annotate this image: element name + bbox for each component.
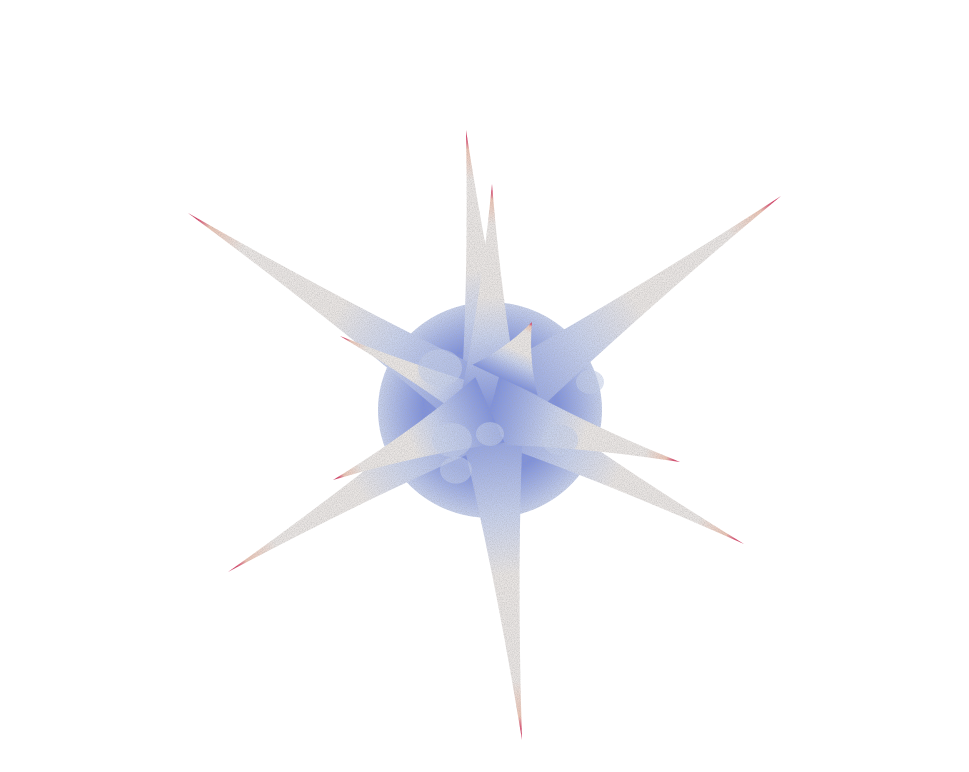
spike-bottom (456, 406, 524, 740)
core-bump (440, 456, 472, 484)
core-bump (418, 349, 462, 387)
core-bump (542, 424, 578, 456)
spike-front-right (480, 375, 680, 462)
core-bump (432, 423, 472, 457)
core-bump (476, 422, 504, 446)
mesh-surface (188, 130, 781, 740)
spike-upper-right (469, 196, 781, 438)
spike-center-front (472, 322, 538, 396)
spike-front-left (333, 377, 505, 480)
core-bump (576, 370, 604, 394)
